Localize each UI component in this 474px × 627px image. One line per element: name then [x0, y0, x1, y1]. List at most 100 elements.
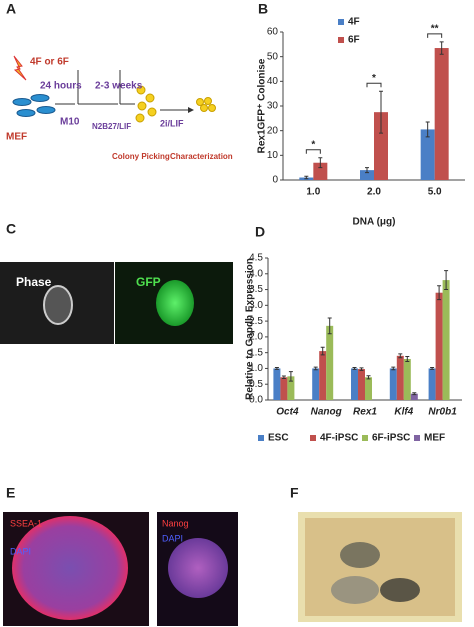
error-bar	[405, 355, 410, 363]
protocol-diagram: 4F or 6F MEF 24 hours 2-3 weeks M10 N2B2…	[6, 55, 233, 161]
error-bar	[274, 366, 279, 370]
colony-icons	[135, 85, 157, 123]
diagram-label: N2B27/LIF	[92, 122, 131, 131]
error-bar	[439, 41, 444, 55]
bar	[351, 368, 358, 400]
image-label: Nanog	[162, 518, 189, 528]
image-label: GFP	[136, 275, 161, 289]
bar	[435, 292, 443, 400]
bar	[374, 112, 388, 180]
bar	[360, 170, 374, 180]
legend-label: MEF	[424, 433, 445, 444]
y-tick-label: 2.5	[249, 316, 263, 327]
error-bar	[281, 375, 286, 380]
y-tick-label: 1.0	[249, 363, 263, 374]
error-bar	[425, 121, 430, 138]
x-tick-label: Rex1	[353, 407, 377, 418]
panel-letter: E	[6, 485, 15, 501]
y-tick-label: 4.5	[249, 253, 263, 264]
error-bar	[391, 366, 396, 371]
bar	[389, 368, 397, 400]
mouse	[380, 578, 420, 602]
mouse	[340, 542, 380, 568]
bar	[410, 393, 418, 400]
bedding	[305, 518, 455, 616]
error-bar	[398, 353, 403, 359]
error-bar	[288, 371, 293, 382]
bar	[280, 377, 288, 400]
diagram-label: 2-3 weeks	[95, 81, 143, 92]
bar	[312, 368, 320, 400]
image-label: DAPI	[10, 546, 31, 556]
y-tick-label: 40	[267, 76, 279, 87]
lightning-icon	[13, 55, 27, 81]
colony	[12, 516, 128, 620]
legend-label: 4F	[348, 17, 360, 28]
bar	[403, 358, 411, 400]
panel-letter: D	[255, 224, 265, 240]
y-tick-label: 0.5	[249, 379, 263, 390]
x-tick-label: Nr0b1	[428, 407, 457, 418]
error-bar	[327, 317, 332, 335]
significance-bracket	[366, 82, 382, 88]
y-tick-label: 0	[272, 175, 278, 186]
legend-swatch	[338, 37, 344, 43]
panel-letter: B	[258, 1, 268, 17]
significance-bracket	[427, 33, 443, 38]
bar	[442, 280, 450, 400]
legend-swatch	[362, 435, 368, 441]
colony	[168, 538, 228, 598]
legend-label: 6F-iPSC	[372, 433, 410, 444]
error-bar	[412, 392, 417, 396]
diagram-label: M10	[60, 117, 80, 128]
y-tick-label: 0.0	[249, 395, 263, 406]
bar	[358, 369, 365, 400]
mouse	[331, 576, 379, 604]
error-bar	[444, 270, 449, 291]
error-bar	[365, 167, 369, 174]
bar	[326, 325, 334, 400]
diagram-label: 24 hours	[40, 81, 82, 92]
significance-label: *	[311, 139, 315, 150]
x-tick-label: 2.0	[367, 187, 381, 198]
error-bar	[320, 346, 325, 356]
y-tick-label: 2.0	[249, 332, 263, 343]
error-bar	[352, 366, 357, 370]
x-axis-label: DNA (μg)	[353, 217, 396, 228]
bar	[287, 376, 295, 400]
panel-letter: C	[6, 221, 16, 237]
y-tick-label: 4.0	[249, 268, 263, 279]
error-bar	[430, 366, 435, 370]
bar	[420, 129, 435, 180]
bar	[313, 162, 328, 180]
y-tick-label: 3.5	[249, 284, 263, 295]
diagram-label: 2i/LIF	[160, 118, 184, 128]
diagram-label: Colony Picking	[112, 152, 170, 161]
error-bar	[313, 366, 318, 371]
bar	[319, 351, 327, 400]
bar	[365, 377, 372, 400]
y-tick-label: 60	[267, 27, 279, 38]
significance-label: *	[372, 73, 376, 84]
significance-bracket	[305, 149, 321, 154]
y-tick-label: 30	[267, 101, 279, 112]
legend-swatch	[338, 19, 344, 25]
colony	[156, 280, 194, 326]
panel-letter: A	[6, 1, 16, 17]
y-tick-label: 10	[267, 150, 279, 161]
legend-swatch	[310, 435, 316, 441]
bar	[396, 355, 404, 400]
diagram-label: Characterization	[170, 152, 233, 161]
diagram-label: 4F or 6F	[30, 57, 69, 68]
colony	[43, 285, 73, 325]
error-bar	[366, 375, 371, 380]
legend-label: ESC	[268, 433, 289, 444]
diagram-label: MEF	[6, 132, 27, 143]
legend-swatch	[258, 435, 264, 441]
error-bar	[437, 285, 442, 301]
y-tick-label: 3.0	[249, 300, 263, 311]
legend-label: 6F	[348, 35, 360, 46]
significance-label: **	[431, 24, 439, 35]
error-bar	[379, 90, 383, 134]
